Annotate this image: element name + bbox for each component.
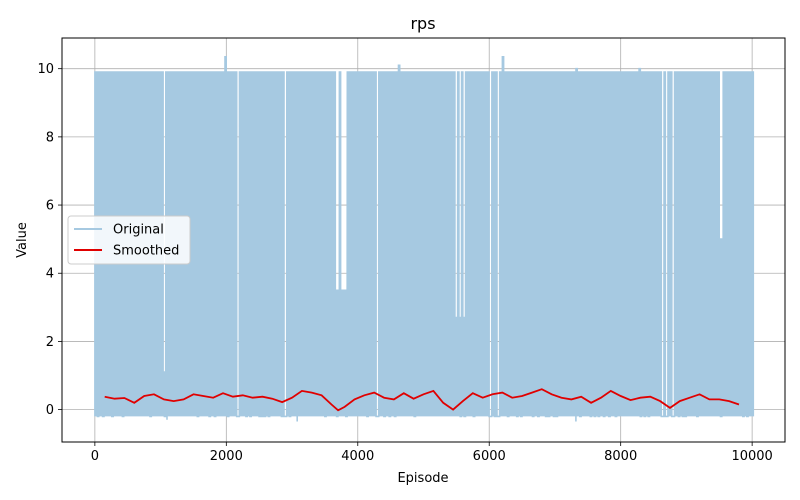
legend-label: Original (113, 223, 164, 238)
y-tick-label: 6 (46, 199, 54, 214)
y-tick-label: 8 (46, 130, 54, 145)
y-tick-label: 4 (46, 267, 54, 282)
x-tick-label: 6000 (473, 449, 506, 464)
x-axis: 0 2000 4000 6000 8000 10000 (91, 442, 773, 464)
x-tick-label: 0 (91, 449, 99, 464)
original-line (94, 56, 755, 422)
x-tick-label: 4000 (341, 449, 374, 464)
x-axis-label: Episode (397, 471, 448, 486)
legend: Original Smoothed (67, 215, 191, 265)
legend-label: Smoothed (113, 244, 179, 259)
chart-title: rps (410, 14, 435, 33)
y-tick-label: 10 (37, 62, 54, 77)
x-tick-label: 2000 (210, 449, 243, 464)
smoothed-line (104, 388, 740, 412)
plot-area (61, 37, 786, 443)
x-tick-label: 10000 (731, 449, 772, 464)
y-tick-label: 2 (46, 335, 54, 350)
y-tick-label: 0 (46, 403, 54, 418)
series-original (94, 56, 755, 422)
x-tick-label: 8000 (604, 449, 637, 464)
y-axis: 0 2 4 6 8 10 (37, 62, 62, 418)
series-smoothed (104, 388, 740, 412)
y-axis-label: Value (15, 222, 30, 258)
